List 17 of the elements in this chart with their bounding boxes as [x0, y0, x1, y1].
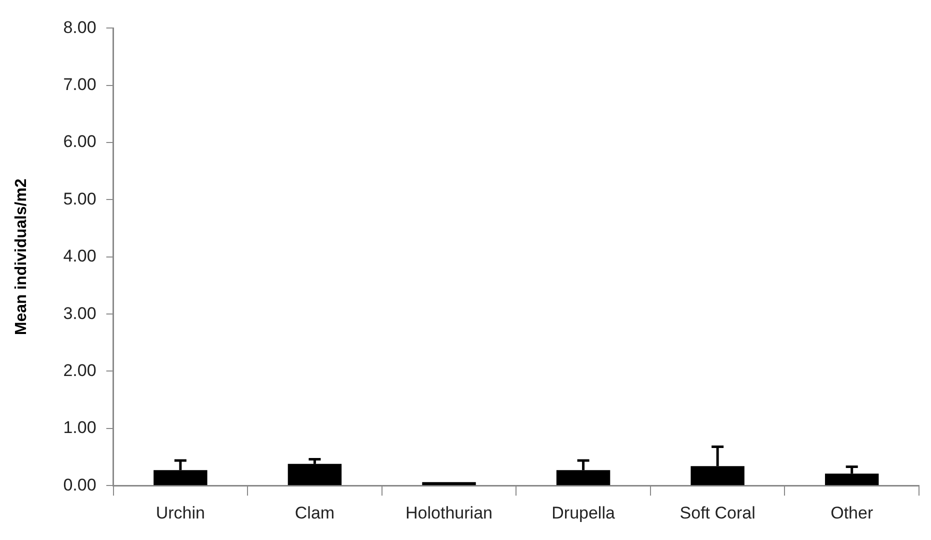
x-tick-label: Urchin: [156, 503, 205, 522]
y-tick-label: 2.00: [63, 360, 96, 380]
x-tick-label: Drupella: [552, 503, 616, 522]
y-tick-label: 8.00: [63, 18, 96, 37]
x-tick-label: Clam: [294, 503, 335, 522]
y-tick-label: 4.00: [63, 246, 96, 266]
y-tick-label: 1.00: [63, 418, 96, 438]
bar: [422, 482, 476, 486]
y-tick-label: 5.00: [63, 189, 96, 208]
y-tick-label: 3.00: [63, 304, 96, 323]
y-axis-title: Mean individuals/m2: [13, 178, 30, 336]
y-tick-label: 7.00: [63, 75, 96, 94]
x-tick-label: Holothurian: [406, 503, 492, 522]
x-tick-label: Soft Coral: [680, 503, 756, 522]
x-tick-label: Other: [830, 503, 874, 522]
y-tick-label: 6.00: [63, 132, 96, 152]
y-tick-label: 0.00: [63, 475, 96, 494]
